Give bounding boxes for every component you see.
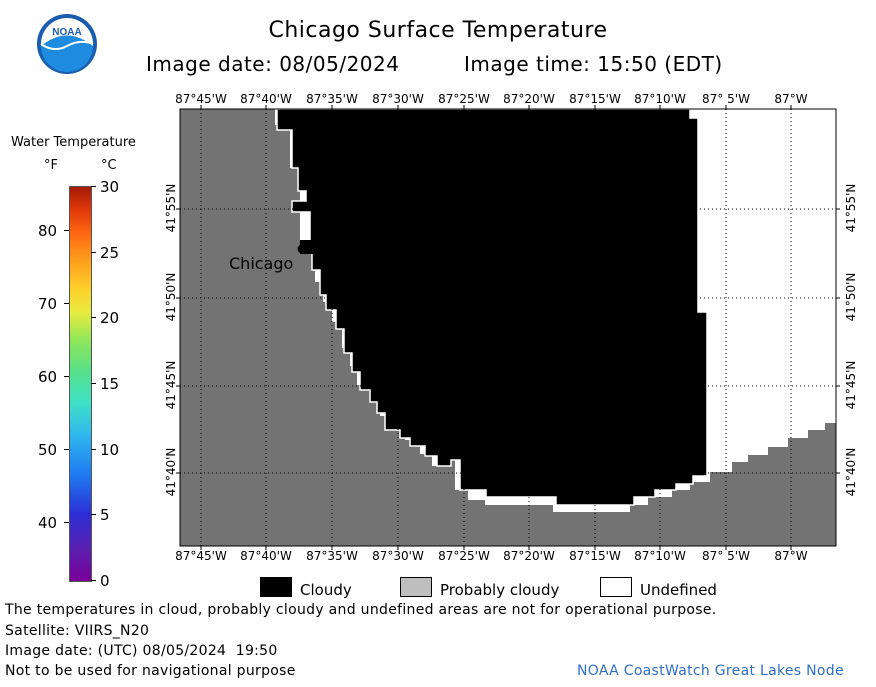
longitude-label-top: 87°45'W — [175, 92, 227, 106]
colorbar-f-tick-label: 40 — [38, 513, 58, 532]
longitude-label-bottom: 87°10'W — [634, 549, 686, 563]
latitude-label-right: 41°45'N — [844, 360, 858, 410]
cloudy-area — [276, 108, 708, 506]
longitude-label-top: 87°10'W — [634, 92, 686, 106]
temperature-colorbar — [69, 186, 92, 582]
colorbar-c-tick — [91, 186, 96, 187]
latitude-label-left: 41°55'N — [164, 183, 178, 233]
longitude-label-top: 87° 5'W — [702, 92, 750, 106]
noaa-logo: NOAA — [37, 14, 97, 74]
latitude-label-right: 41°55'N — [844, 183, 858, 233]
colorbar-f-tick — [64, 448, 69, 450]
colorbar-f-tick — [64, 521, 69, 523]
graticule — [176, 105, 840, 550]
colorbar-c-tick-label: 5 — [100, 506, 110, 525]
longitude-label-bottom: 87° 5'W — [702, 549, 750, 563]
colorbar-c-tick-label: 10 — [100, 440, 120, 459]
colorbar-c-tick — [91, 448, 96, 450]
colorbar-c-tick-label: 30 — [100, 178, 120, 196]
longitude-label-bottom: 87°15'W — [569, 549, 621, 563]
latitude-label-left: 41°50'N — [164, 272, 178, 322]
chicago-location-marker — [297, 244, 307, 254]
colorbar-f-tick-label: 80 — [38, 221, 58, 240]
disclaimer-text: The temperatures in cloud, probably clou… — [5, 602, 717, 618]
colorbar-c-tick-label: 20 — [100, 309, 120, 328]
utc-date-text: Image date: (UTC) 08/05/2024 19:50 — [5, 643, 278, 659]
longitude-label-top: 87°40'W — [240, 92, 292, 106]
longitude-label-bottom: 87°45'W — [175, 549, 227, 563]
colorbar-c-tick — [91, 514, 96, 516]
longitude-label-top: 87°W — [774, 92, 808, 106]
latitude-label-left: 41°40'N — [164, 447, 178, 497]
noaa-logo-text: NOAA — [52, 27, 81, 38]
colorbar-c-tick — [91, 580, 96, 581]
longitude-label-top: 87°25'W — [438, 92, 490, 106]
longitude-label-bottom: 87°40'W — [240, 549, 292, 563]
map-frame — [179, 108, 837, 547]
legend-swatch-probably-cloudy — [400, 577, 432, 597]
page-title: Chicago Surface Temperature — [268, 18, 608, 43]
credit-text: NOAA CoastWatch Great Lakes Node — [577, 663, 844, 679]
cloud-patch — [300, 240, 325, 254]
colorbar-c-tick — [91, 383, 96, 384]
city-label-chicago: Chicago — [229, 254, 294, 273]
colorbar-unit-c: °C — [101, 158, 117, 173]
colorbar-c-tick-label: 15 — [100, 375, 120, 393]
longitude-label-bottom: 87°30'W — [372, 549, 424, 563]
nav-warning-text: Not to be used for navigational purpose — [5, 663, 296, 679]
colorbar-f-tick — [64, 375, 69, 377]
colorbar-c-tick — [91, 317, 96, 319]
legend-label-probably-cloudy: Probably cloudy — [440, 581, 560, 599]
image-date: Image date: 08/05/2024 — [146, 52, 400, 76]
latitude-label-right: 41°40'N — [844, 447, 858, 497]
colorbar-f-tick — [64, 302, 69, 304]
colorbar-c-tick-label: 0 — [100, 572, 110, 590]
longitude-label-top: 87°20'W — [503, 92, 555, 106]
legend-swatch-cloudy — [260, 577, 292, 597]
longitude-label-top: 87°15'W — [569, 92, 621, 106]
legend-swatch-undefined — [600, 577, 632, 597]
longitude-label-bottom: 87°35'W — [306, 549, 358, 563]
longitude-label-bottom: 87°25'W — [438, 549, 490, 563]
legend-label-cloudy: Cloudy — [300, 581, 352, 599]
longitude-label-bottom: 87°20'W — [503, 549, 555, 563]
latitude-label-right: 41°50'N — [844, 272, 858, 322]
colorbar-c-tick-label: 25 — [100, 243, 120, 262]
colorbar-f-tick-label: 60 — [38, 367, 58, 386]
land-area — [180, 109, 836, 546]
latitude-label-left: 41°45'N — [164, 360, 178, 410]
map-area — [180, 108, 836, 546]
colorbar-title: Water Temperature — [11, 135, 136, 150]
longitude-label-bottom: 87°W — [774, 549, 808, 563]
image-time: Image time: 15:50 (EDT) — [464, 52, 723, 76]
longitude-label-top: 87°35'W — [306, 92, 358, 106]
legend-label-undefined: Undefined — [640, 581, 717, 599]
colorbar-c-tick — [91, 251, 96, 253]
satellite-text: Satellite: VIIRS_N20 — [5, 623, 150, 639]
colorbar-f-tick — [64, 229, 69, 231]
colorbar-f-tick-label: 70 — [38, 294, 58, 313]
colorbar-f-tick-label: 50 — [38, 440, 58, 459]
longitude-label-top: 87°30'W — [372, 92, 424, 106]
colorbar-unit-f: °F — [44, 158, 58, 173]
